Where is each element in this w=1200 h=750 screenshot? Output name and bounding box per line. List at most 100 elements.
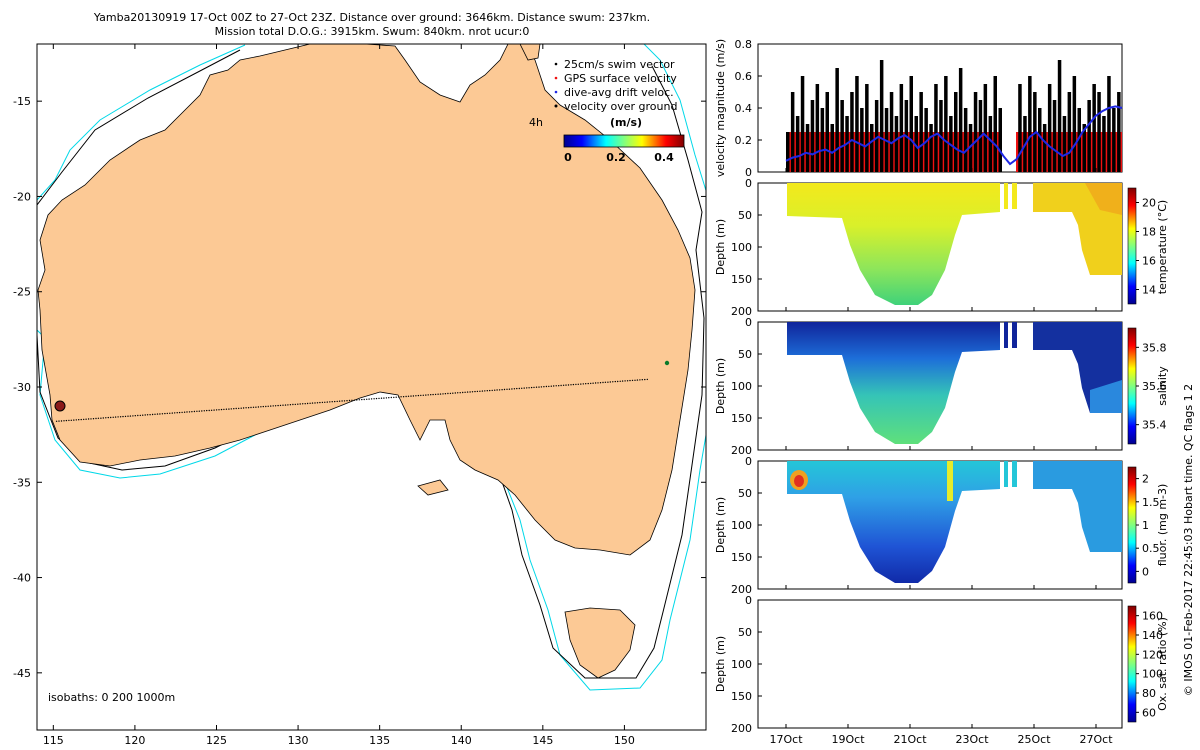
track-point	[92, 418, 95, 420]
depth-tick-label: 150	[731, 412, 752, 425]
track-point	[164, 412, 166, 415]
track-point	[270, 405, 272, 407]
track-point	[85, 418, 87, 420]
track-point	[336, 400, 338, 403]
track-point	[400, 396, 402, 398]
map-x-tick-label: 125	[206, 734, 227, 747]
track-point	[602, 381, 604, 384]
map-x-tick-label: 140	[451, 734, 472, 747]
velocity-y-ticks: 0 0.2 0.4 0.6 0.8	[735, 38, 762, 179]
track-point	[289, 404, 292, 406]
track-point	[388, 397, 390, 399]
isobath-1000m	[37, 44, 706, 691]
track-point	[498, 389, 501, 391]
track-point	[474, 390, 476, 393]
glider-track	[55, 378, 648, 422]
track-point	[287, 404, 289, 406]
velocity-bar	[1038, 108, 1042, 172]
velocity-bar	[914, 116, 918, 172]
track-point	[65, 419, 68, 422]
track-point	[63, 420, 65, 422]
velocity-bar	[840, 100, 844, 172]
track-point	[311, 402, 314, 404]
track-point	[489, 389, 491, 392]
map-x-tick-label: 135	[369, 734, 390, 747]
velocity-bar	[1082, 124, 1086, 172]
track-point	[366, 398, 368, 400]
colorbar-tick-label: 0	[1142, 565, 1149, 578]
track-point	[240, 407, 242, 409]
velocity-bar	[983, 84, 988, 172]
track-point	[112, 416, 114, 418]
track-point	[439, 393, 442, 395]
track-point	[326, 401, 328, 403]
track-point	[203, 410, 205, 412]
track-point	[196, 410, 198, 412]
velocity-bar	[894, 116, 899, 172]
depth-tick-label: 50	[738, 209, 752, 222]
velocity-bar	[998, 108, 1002, 172]
track-point	[449, 392, 452, 395]
track-point	[454, 392, 456, 394]
velocity-bar	[889, 92, 894, 172]
track-point	[274, 405, 277, 407]
track-point	[110, 416, 112, 419]
track-point	[550, 385, 552, 387]
velocity-bar	[963, 108, 968, 172]
track-point	[383, 397, 385, 399]
track-point	[582, 383, 584, 385]
time-series-panels: velocity magnitude (m/s) 0 0.2 0.4 0.6 0.8 D…	[714, 38, 1195, 746]
depth-tick-label: 50	[738, 626, 752, 639]
track-point	[535, 386, 538, 388]
track-point	[592, 382, 594, 384]
velocity-bar	[805, 124, 810, 172]
track-point	[407, 395, 410, 397]
velocity-bar	[1042, 124, 1047, 172]
velocity-bar	[944, 76, 948, 172]
fluorescence-gap-b	[1012, 461, 1017, 487]
track-point	[375, 397, 378, 400]
depth-tick-label: 0	[745, 177, 752, 190]
track-point	[553, 385, 555, 387]
time-tick-label: 25Oct	[1017, 733, 1051, 746]
track-point	[139, 414, 141, 417]
colorbar-tick-label: 35.6	[1142, 380, 1167, 393]
track-point	[122, 415, 124, 418]
temperature-gap-b	[1012, 183, 1017, 209]
track-point	[548, 385, 550, 388]
colorbar-tick-label: 2	[1142, 473, 1149, 486]
map-y-tick-label: -35	[13, 476, 31, 489]
velocity-bar	[973, 92, 978, 172]
track-point	[127, 415, 129, 417]
map-x-tick-label: 150	[614, 734, 635, 747]
track-point	[430, 394, 432, 396]
track-point	[316, 402, 319, 404]
colorbar-tick-label: 160	[1142, 610, 1163, 623]
depth-tick-label: 150	[731, 690, 752, 703]
depth-tick-label: 200	[731, 583, 752, 596]
australia-land	[37, 44, 696, 556]
track-point	[572, 383, 575, 386]
track-point	[279, 404, 282, 407]
track-point	[476, 390, 479, 393]
track-point	[393, 396, 395, 399]
track-point	[417, 394, 420, 397]
velocity-bar	[909, 76, 913, 172]
track-point	[55, 420, 58, 422]
velocity-bar	[934, 84, 938, 172]
track-point	[144, 414, 146, 416]
track-point	[329, 401, 331, 403]
fluorescence-field-end	[1033, 461, 1122, 552]
track-point	[528, 387, 530, 389]
track-point	[442, 393, 444, 395]
track-point	[614, 380, 616, 383]
title-line-2: Mission total D.O.G.: 3915km. Swum: 840k…	[215, 25, 530, 38]
colorbar-tick-label: 60	[1142, 706, 1156, 719]
track-point	[626, 380, 629, 382]
velocity-y-tick-label: 0	[745, 166, 752, 179]
velocity-bar	[850, 92, 854, 172]
velocity-y-tick-label: 0.6	[735, 70, 753, 83]
track-point	[262, 405, 264, 408]
track-point	[560, 384, 562, 387]
track-point	[183, 411, 186, 413]
